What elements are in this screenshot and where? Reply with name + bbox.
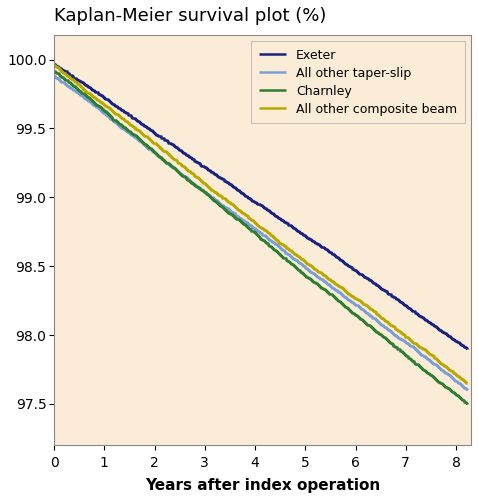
Exeter [464,346,470,352]
All other composite beam [130,123,136,129]
Exeter [221,176,227,182]
Exeter [464,346,470,352]
Line: Charnley: Charnley [54,70,467,404]
Exeter [51,61,57,67]
All other taper-slip [269,238,274,244]
All other composite beam [230,201,236,207]
All other composite beam [464,380,470,386]
Legend: Exeter, All other taper-slip, Charnley, All other composite beam: Exeter, All other taper-slip, Charnley, … [251,41,465,123]
All other composite beam [120,116,126,122]
Exeter [341,260,347,266]
All other composite beam [289,250,295,256]
Line: All other composite beam: All other composite beam [54,65,467,384]
Charnley [461,398,467,404]
Text: Kaplan-Meier survival plot (%): Kaplan-Meier survival plot (%) [54,7,326,25]
All other taper-slip [405,340,411,346]
All other composite beam [385,319,391,325]
All other taper-slip [102,110,108,116]
All other composite beam [51,62,57,68]
All other taper-slip [464,387,470,393]
X-axis label: Years after index operation: Years after index operation [145,478,380,493]
Charnley [230,214,236,220]
Exeter [343,260,348,266]
Exeter [235,186,240,192]
Charnley [141,140,146,146]
All other taper-slip [256,228,262,234]
Line: All other taper-slip: All other taper-slip [54,76,467,390]
Charnley [364,322,370,328]
All other taper-slip [139,140,145,146]
Exeter [134,118,140,124]
Charnley [464,401,470,407]
All other composite beam [464,380,470,386]
All other taper-slip [464,387,470,393]
Line: Exeter: Exeter [54,64,467,349]
Exeter [217,174,222,180]
Charnley [159,155,165,161]
Charnley [464,401,470,407]
Charnley [410,358,416,364]
All other taper-slip [190,180,196,186]
All other composite beam [464,380,470,386]
Charnley [51,68,57,73]
All other taper-slip [51,73,57,79]
